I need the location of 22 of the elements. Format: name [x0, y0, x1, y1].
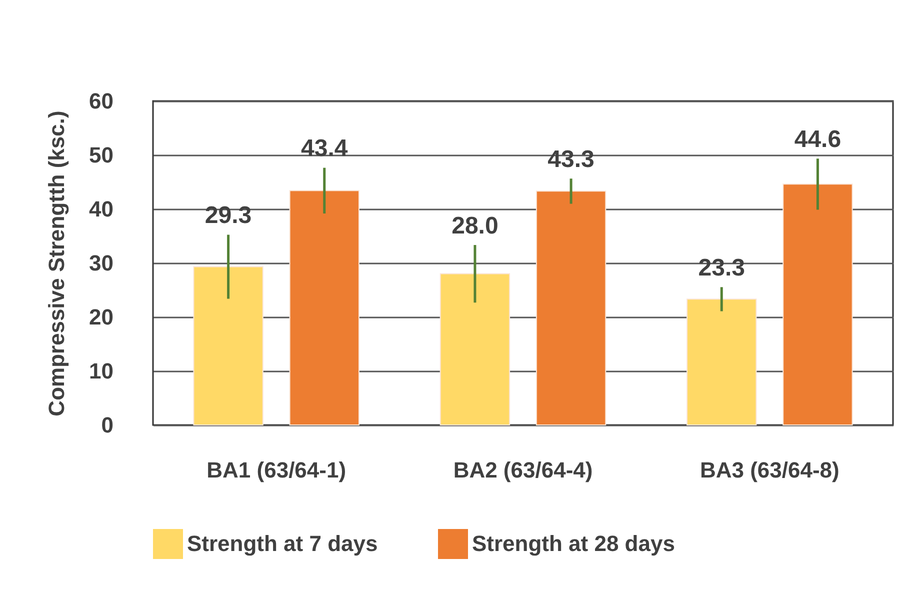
data-label: 44.6: [794, 126, 842, 153]
y-tick-label: 10: [89, 358, 114, 384]
y-tick-label: 30: [89, 250, 114, 276]
bar: [686, 298, 757, 426]
x-tick-label: BA3 (63/64-8): [700, 458, 840, 482]
x-tick-label: BA2 (63/64-4): [453, 458, 593, 482]
y-tick-label: 40: [89, 196, 114, 222]
bar: [289, 190, 360, 426]
bar: [782, 184, 853, 426]
y-tick-label: 50: [89, 142, 114, 168]
legend-label: Strength at 28 days: [472, 531, 675, 556]
y-tick-label: 0: [101, 412, 114, 438]
bar: [193, 266, 264, 426]
legend-label: Strength at 7 days: [187, 531, 378, 556]
bar: [440, 273, 510, 426]
bar: [536, 190, 606, 426]
y-tick-label: 60: [89, 88, 114, 114]
y-axis-title: Compressive Strengtth (ksc.): [44, 110, 70, 416]
y-tick-label: 20: [89, 304, 114, 330]
data-label: 28.0: [452, 212, 498, 240]
data-label: 29.3: [204, 202, 252, 229]
x-tick-label: BA1 (63/64-1): [206, 458, 346, 482]
